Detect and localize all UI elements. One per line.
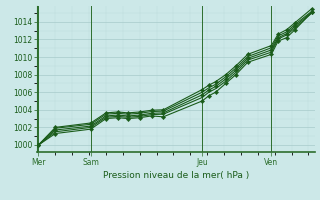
X-axis label: Pression niveau de la mer( hPa ): Pression niveau de la mer( hPa ) [103,171,249,180]
